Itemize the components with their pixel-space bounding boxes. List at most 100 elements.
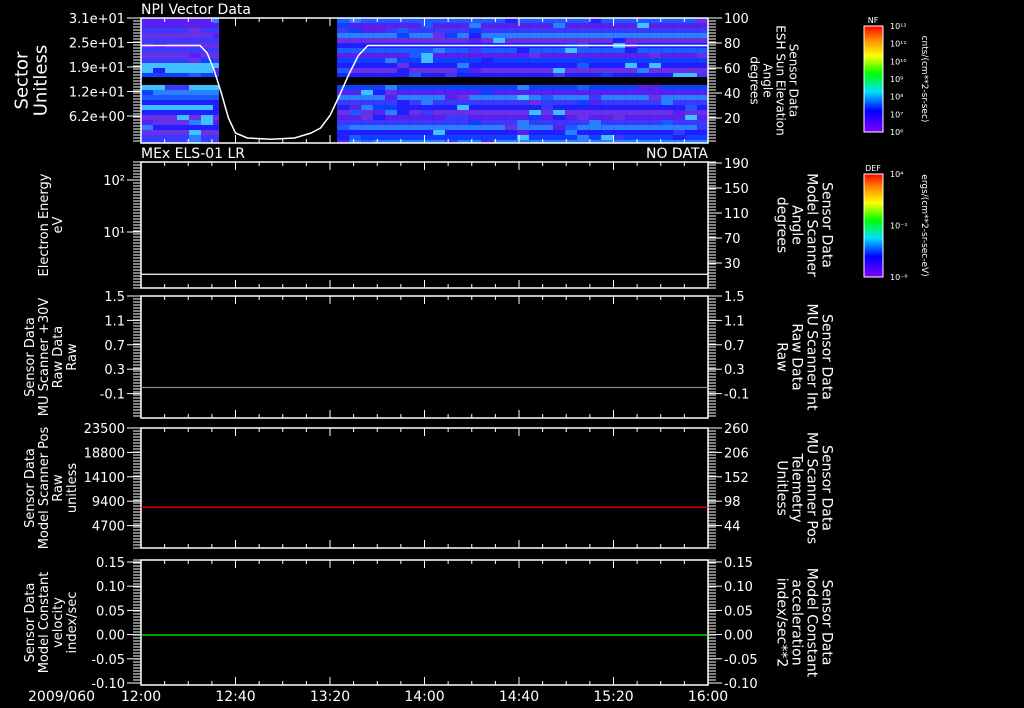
spectrogram-cell [541,140,554,143]
spectrogram-cell [457,110,470,115]
spectrogram-cell [661,68,674,73]
spectrogram-cell [421,18,434,23]
spectrogram-cell [385,95,398,100]
spectrogram-cell [613,120,626,125]
spectrogram-cell [409,58,422,63]
spectrogram-cell [613,140,626,143]
spectrogram-cell [637,140,650,143]
spectrogram-cell [541,28,554,33]
spectrogram-cell [505,23,518,28]
spectrogram-cell [445,110,458,115]
spectrogram-cell [337,120,350,125]
spectrogram-cell [349,48,362,53]
spectrogram-cell [613,105,626,110]
spectrogram-cell [433,90,446,95]
spectrogram-cell [649,125,662,130]
colorbar-tick-label: 10⁸ [890,93,903,102]
spectrogram-cell [457,95,470,100]
spectrogram-cell [361,53,374,58]
colorbars: NF 10¹² 10¹¹ 10¹⁰ 10⁹ 10⁸ 10⁷ 10⁶ cnts/(cm**2-sr… [863,16,929,282]
spectrogram-cell [577,33,590,38]
spectrogram-cell [165,95,177,100]
spectrogram-cell [201,90,213,95]
spectrogram-cell [201,23,213,28]
spectrogram-cell [697,73,708,77]
spectrogram-cell [553,33,566,38]
spectrogram-cell [505,33,518,38]
spectrogram-cell [685,18,698,23]
spectrogram-cell [493,95,506,100]
spectrogram-cell [541,110,554,115]
spectrogram-cell [409,18,422,23]
spectrogram-cell [177,110,189,115]
spectrogram-cell [493,110,506,115]
spectrogram-cell [565,130,578,135]
spectrogram-cell [697,125,708,130]
spectrogram-cell [613,68,626,73]
spectrogram-cell [565,90,578,95]
y2-tick-label: 1.1 [724,314,745,329]
spectrogram-cell [481,90,494,95]
spectrogram-cell [589,95,602,100]
spectrogram-cell [433,48,446,53]
spectrogram-cell [349,85,362,90]
spectrogram-cell [601,110,614,115]
spectrogram-cell [421,85,434,90]
spectrogram-cell [565,100,578,105]
spectrogram-cell [541,38,554,43]
spectrogram-cell [517,100,530,105]
spectrogram-cell [385,100,398,105]
spectrogram-cell [433,33,446,38]
spectrogram-cell [469,53,482,58]
y2-tick-label: 100 [724,12,749,27]
spectrogram-cell [385,135,398,140]
spectrogram-cell [165,68,177,73]
spectrogram-cell [189,23,201,28]
spectrogram-cell [637,110,650,115]
spectrogram-cell [613,95,626,100]
spectrogram-cell [457,125,470,130]
spectrogram-cell [433,105,446,110]
spectrogram-cell [649,130,662,135]
spectrogram-cell [673,135,686,140]
spectrogram-cell [409,125,422,130]
spectrogram-cell [213,125,219,130]
spectrogram-cell [553,120,566,125]
spectrogram-cell [153,100,165,105]
spectrogram-cell [553,68,566,73]
spectrogram-cell [457,100,470,105]
spectrogram-cell [457,115,470,120]
spectrogram-cell [361,33,374,38]
spectrogram-cell [637,58,650,63]
spectrogram-cell [153,68,165,73]
spectrogram-cell [577,100,590,105]
spectrogram-cell [661,73,674,77]
spectrogram-cell [673,140,686,143]
spectrogram-cell [649,110,662,115]
spectrogram-cell [141,48,153,53]
spectrogram-cell [201,100,213,105]
spectrogram-cell [601,100,614,105]
spectrogram-cell [457,23,470,28]
spectrogram-cell [577,48,590,53]
spectrogram-cell [397,73,410,77]
spectrogram-cell [541,18,554,23]
spectrogram-cell [517,95,530,100]
y-tick-label: 6.2e+00 [69,110,125,125]
spectrogram-cell [385,18,398,23]
spectrogram-cell [529,135,542,140]
spectrogram-cell [601,63,614,68]
spectrogram-cell [445,115,458,120]
spectrogram-cell [565,38,578,43]
spectrogram-cell [165,53,177,58]
spectrogram-cell [577,120,590,125]
y2-tick-label: 0.05 [724,604,753,619]
spectrogram-cell [565,115,578,120]
spectrogram-cell [469,105,482,110]
spectrogram-cell [397,68,410,73]
spectrogram-cell [433,23,446,28]
spectrogram-cell [397,58,410,63]
spectrogram-cell [661,28,674,33]
spectrogram-cell [613,33,626,38]
spectrogram-cell [337,38,350,43]
